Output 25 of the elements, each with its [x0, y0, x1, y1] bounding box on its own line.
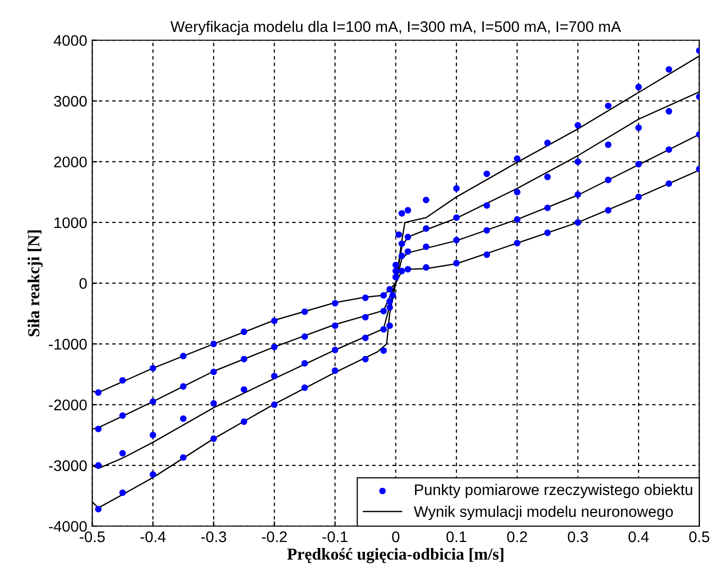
x-tick-label: -0.3: [201, 531, 226, 542]
y-tick-label: -1000: [48, 338, 87, 350]
x-tick-label: 0.5: [689, 531, 710, 542]
y-tick-label: -4000: [48, 520, 87, 532]
y-tick-label: -2000: [48, 400, 87, 410]
y-tick-label: -3000: [48, 460, 87, 472]
y-tick-label: 0: [79, 278, 87, 289]
y-tick-label: 3000: [54, 96, 87, 107]
x-tick-label: 0.1: [446, 531, 466, 542]
y-tick-label: 4000: [54, 35, 87, 46]
x-tick-label: 0: [392, 531, 400, 542]
x-tick-label: 0.2: [507, 531, 528, 542]
x-tick-label: -0.5: [80, 531, 105, 542]
x-tick-label: -0.2: [262, 531, 287, 542]
chart-title: Weryfikacja modelu dla I=100 mA, I=300 mA, I=500 mA, I=700 mA: [170, 20, 622, 36]
legend-label: Punkty pomiarowe rzeczywistego obiektu: [415, 484, 692, 498]
y-axis-title: Siła reakcji [N]: [28, 230, 43, 336]
x-tick-label: 0.4: [628, 531, 649, 542]
y-tick-label: 1000: [54, 217, 87, 228]
legend-label: Wynik symulacji modelu neuronowego: [414, 506, 673, 520]
y-tick-label: 2000: [54, 156, 87, 168]
x-tick-label: -0.4: [140, 531, 166, 542]
x-tick-label: -0.1: [322, 531, 348, 542]
x-tick-label: 0.3: [568, 531, 588, 542]
x-axis-title: Prędkość ugięcia-odbicia [m/s]: [287, 548, 504, 564]
